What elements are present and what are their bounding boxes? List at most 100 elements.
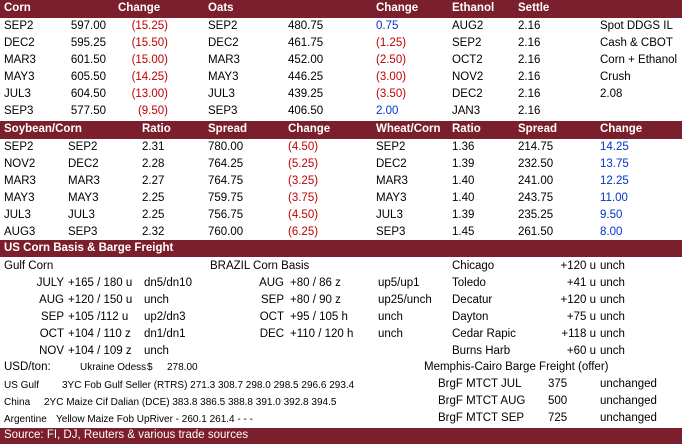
side-note-value: 2.08: [600, 88, 623, 100]
ethanol-month: DEC2: [452, 88, 483, 100]
city-change: unch: [600, 328, 625, 340]
wheat-corn-ratio: 1.40: [452, 192, 475, 204]
corn-change: (15.00): [131, 54, 168, 66]
corn-month: MAR3: [68, 175, 100, 187]
gulf-basis: +104 / 109 z: [68, 345, 132, 357]
barge-contract: BrgF MTCT SEP: [438, 412, 525, 424]
gulf-basis: +105 /112 u: [68, 311, 129, 323]
wheat-corn-ratio: 1.39: [452, 158, 475, 170]
corn-month: SEP2: [68, 141, 98, 153]
gulf-change: unch: [144, 294, 169, 306]
corn-change: (13.00): [131, 88, 168, 100]
ethanol-settle: 2.16: [518, 54, 541, 66]
brazil-month: SEP: [260, 294, 284, 306]
gulf-month: OCT: [39, 328, 64, 340]
brazil-change: unch: [378, 328, 403, 340]
city-basis: +120 u: [560, 260, 597, 272]
soy-corn-change: (3.25): [288, 175, 319, 187]
corn-price: 577.50: [70, 105, 106, 117]
corn-month: JUL3: [4, 88, 31, 100]
soy-corn-change: (3.75): [288, 192, 319, 204]
corn-price: 601.50: [70, 54, 106, 66]
ukraine-label: Ukraine Odess: [80, 362, 147, 373]
wheat-month: DEC2: [376, 158, 407, 170]
oats-price: 439.25: [288, 88, 324, 100]
argentine-label: Argentine: [4, 414, 47, 425]
ethanol-settle: 2.16: [518, 105, 541, 117]
corn-month: DEC2: [68, 158, 99, 170]
us-gulf-prices: 3YC Fob Gulf Seller (RTRS) 271.3 308.7 2…: [62, 380, 355, 391]
city-name: Cedar Rapic: [452, 328, 516, 340]
oats-price: 452.00: [288, 54, 324, 66]
ethanol-month: SEP2: [452, 37, 482, 49]
oats-month: DEC2: [208, 37, 239, 49]
oats-change: (2.50): [376, 54, 407, 66]
wheat-corn-change: 12.25: [600, 175, 629, 187]
soy-month: MAY3: [4, 192, 35, 204]
brazil-month: OCT: [259, 311, 284, 323]
barge-value: 500: [548, 395, 568, 407]
wheat-corn-spread: 241.00: [518, 175, 554, 187]
soy-corn-spread: 764.25: [208, 158, 244, 170]
wheat-corn-spread: 261.50: [518, 226, 554, 238]
china-prices: 2YC Maize Cif Dalian (DCE) 383.8 386.5 3…: [44, 397, 337, 408]
corn-price: 595.25: [70, 37, 106, 49]
wheat-corn-change: 14.25: [600, 141, 629, 153]
corn-price: 597.00: [70, 20, 106, 32]
soy-corn-ratio: 2.25: [142, 209, 165, 221]
wheat-corn-change: 8.00: [600, 226, 623, 238]
ethanol-settle: 2.16: [518, 71, 541, 83]
header-spread-2: Spread: [518, 123, 557, 135]
corn-month: DEC2: [4, 37, 35, 49]
gulf-basis: +104 / 110 z: [68, 328, 131, 340]
side-note: Crush: [600, 71, 631, 83]
corn-month: MAY3: [68, 192, 99, 204]
city-change: unch: [600, 260, 625, 272]
side-note: Spot DDGS IL: [600, 20, 673, 32]
corn-month: JUL3: [68, 209, 95, 221]
ethanol-month: NOV2: [452, 71, 484, 83]
oats-month: SEP2: [208, 20, 238, 32]
brazil-change: up25/unch: [378, 294, 432, 306]
soy-month: JUL3: [4, 209, 31, 221]
city-basis: +120 u: [560, 294, 597, 306]
city-change: unch: [600, 311, 625, 323]
source-note: Source: FI, DJ, Reuters & various trade …: [4, 429, 249, 441]
soy-corn-spread: 756.75: [208, 209, 244, 221]
soy-month: SEP2: [4, 141, 34, 153]
oats-price: 406.50: [288, 105, 324, 117]
china-label: China: [4, 397, 31, 408]
gulf-corn-title: Gulf Corn: [4, 260, 54, 272]
header-ratio-2: Ratio: [452, 123, 481, 135]
header-ethanol: Ethanol: [452, 2, 495, 14]
wheat-corn-ratio: 1.40: [452, 175, 475, 187]
city-name: Decatur: [452, 294, 493, 306]
wheat-corn-spread: 232.50: [518, 158, 554, 170]
oats-price: 461.75: [288, 37, 324, 49]
ukraine-currency: $: [147, 362, 153, 373]
soy-corn-change: (4.50): [288, 141, 319, 153]
ethanol-month: AUG2: [452, 20, 484, 32]
header-band-basis: [0, 240, 682, 257]
corn-month: SEP2: [4, 20, 34, 32]
soy-corn-ratio: 2.32: [142, 226, 165, 238]
gulf-basis: +165 / 180 u: [68, 277, 133, 289]
corn-month: SEP3: [4, 105, 34, 117]
gulf-basis: +120 / 150 u: [68, 294, 133, 306]
side-note: Corn + Ethanol: [600, 54, 678, 66]
usd-ton-label: USD/ton:: [4, 361, 51, 373]
oats-change: (1.25): [376, 37, 407, 49]
header-corn-change: Change: [118, 2, 161, 14]
header-spread: Spread: [208, 123, 247, 135]
brazil-change: up5/up1: [378, 277, 420, 289]
wheat-corn-ratio: 1.36: [452, 141, 475, 153]
soy-corn-spread: 764.75: [208, 175, 244, 187]
gulf-change: unch: [144, 345, 169, 357]
oats-price: 480.75: [288, 20, 324, 32]
oats-month: SEP3: [208, 105, 238, 117]
gulf-month: NOV: [39, 345, 64, 357]
soy-corn-ratio: 2.25: [142, 192, 165, 204]
corn-change: (15.50): [131, 37, 168, 49]
city-basis: +60 u: [566, 345, 596, 357]
soy-corn-ratio: 2.27: [142, 175, 165, 187]
